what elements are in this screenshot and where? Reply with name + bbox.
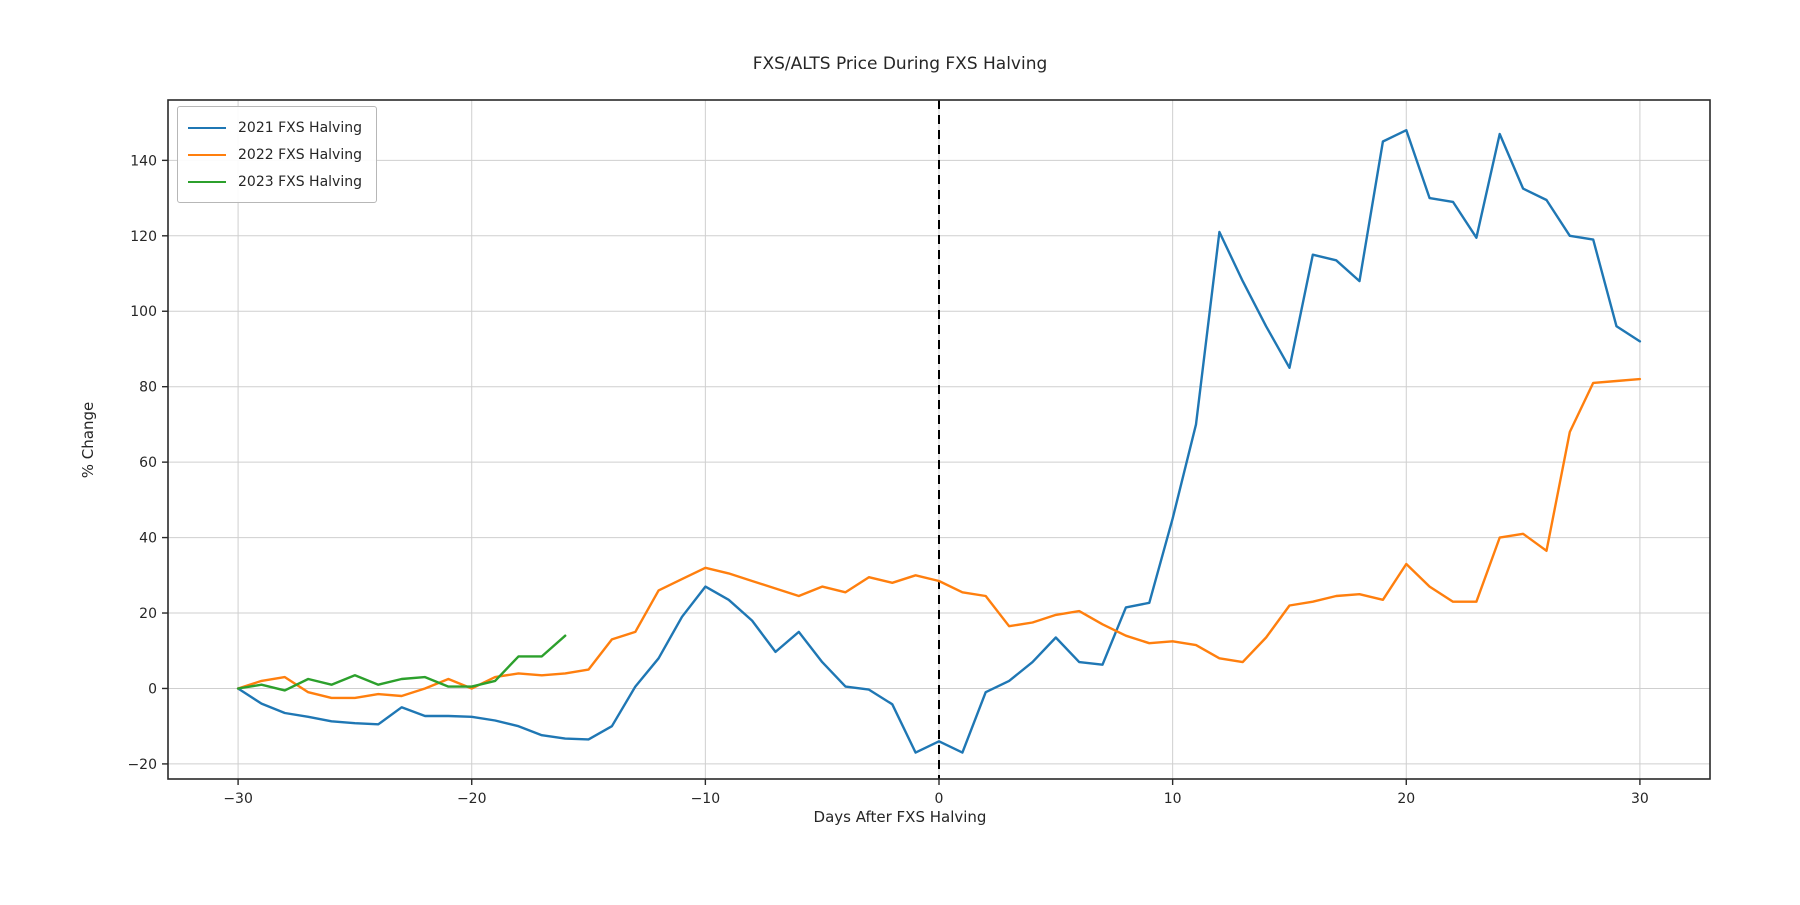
- y-tick-label: 140: [130, 153, 157, 169]
- x-tick-label: 20: [1397, 791, 1415, 807]
- y-tick-label: 100: [130, 304, 157, 320]
- legend-swatch-line: [188, 153, 226, 156]
- y-tick-label: 120: [130, 229, 157, 245]
- x-tick-label: 30: [1631, 791, 1649, 807]
- series-line-2023-fxs-halving: [236, 634, 567, 692]
- x-tick-label: 0: [935, 791, 944, 807]
- chart-title: FXS/ALTS Price During FXS Halving: [752, 54, 1048, 74]
- legend-item: 2021 FXS Halving: [188, 114, 362, 141]
- x-tick-label: −20: [457, 791, 487, 807]
- y-tick-label: 60: [139, 455, 157, 471]
- y-tick-label: 40: [139, 531, 157, 547]
- legend: 2021 FXS Halving 2022 FXS Halving 2023 F…: [177, 106, 377, 203]
- x-tick-label: 10: [1164, 791, 1182, 807]
- y-tick-label: 20: [139, 606, 157, 622]
- legend-item-label: 2022 FXS Halving: [238, 146, 362, 163]
- legend-item-label: 2023 FXS Halving: [238, 173, 362, 190]
- x-axis-label: Days After FXS Halving: [813, 808, 987, 826]
- y-tick-label: −20: [127, 757, 157, 773]
- y-tick-label: 80: [139, 380, 157, 396]
- legend-item: 2023 FXS Halving: [188, 168, 362, 195]
- x-tick-label: −10: [691, 791, 721, 807]
- x-tick-label: −30: [223, 791, 253, 807]
- legend-swatch-line: [188, 180, 226, 183]
- series-line-2021-fxs-halving: [236, 129, 1642, 754]
- legend-swatch-line: [188, 126, 226, 129]
- y-tick-label: 0: [148, 681, 157, 697]
- legend-item: 2022 FXS Halving: [188, 141, 362, 168]
- series-line-2022-fxs-halving: [236, 377, 1642, 700]
- y-axis-label: % Change: [79, 401, 97, 479]
- legend-item-label: 2021 FXS Halving: [238, 119, 362, 136]
